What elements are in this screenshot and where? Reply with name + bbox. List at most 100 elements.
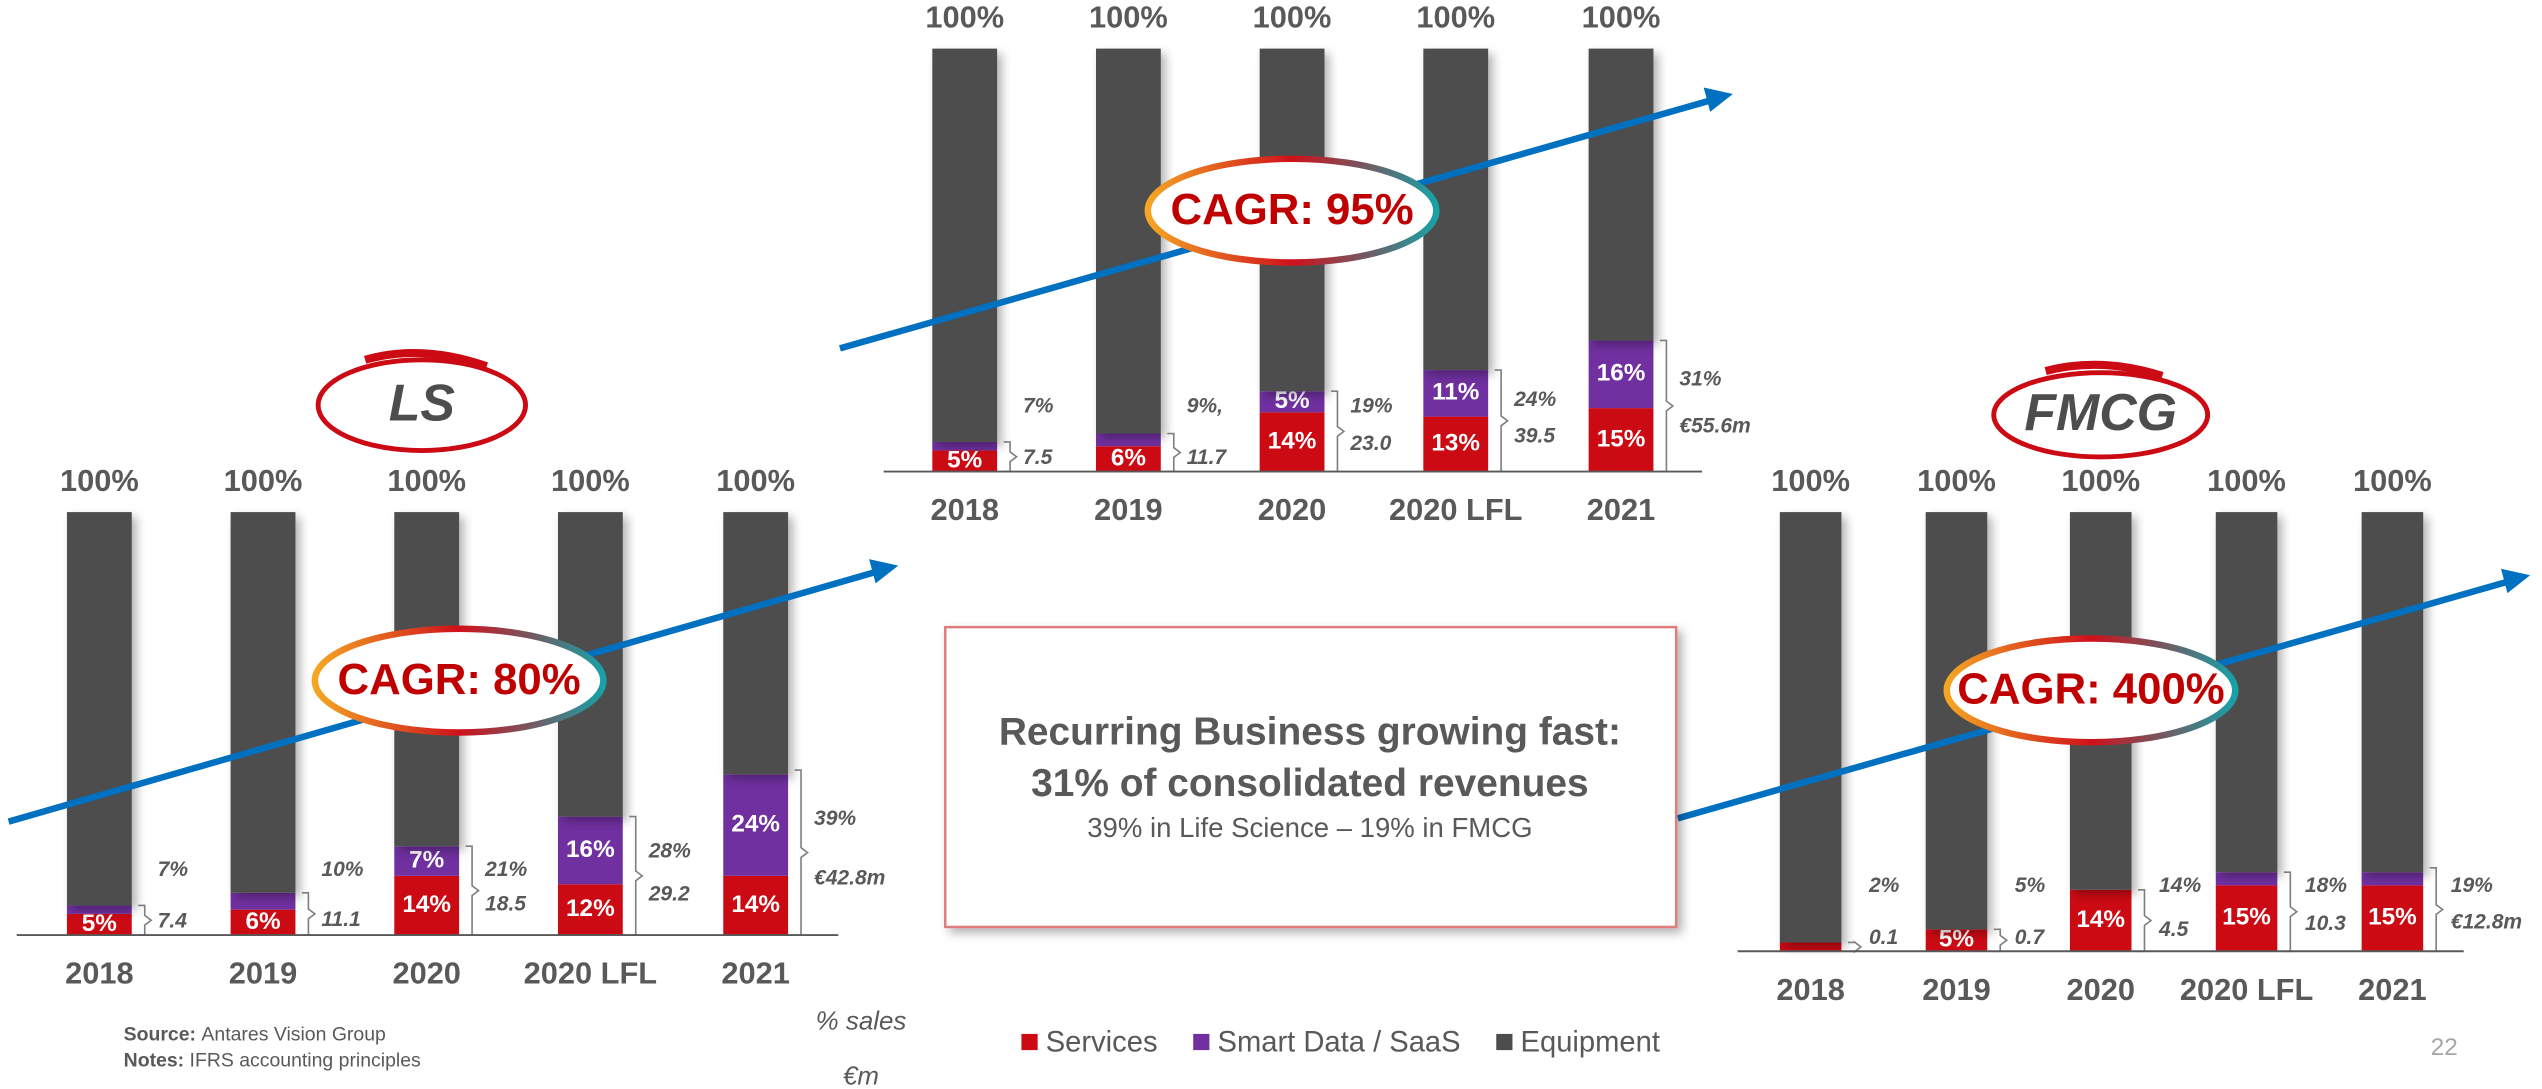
x-tick-label: 2020 <box>392 956 460 991</box>
recurring-label: 21% <box>484 858 527 881</box>
bracket <box>2137 888 2153 953</box>
recurring-label: 18% <box>2305 874 2347 897</box>
logo-ring <box>1991 370 2211 460</box>
segment-label: 16% <box>1597 360 1646 387</box>
total-label: 100% <box>551 463 630 498</box>
callout-title: 31% of consolidated revenues <box>1031 762 1588 805</box>
x-tick-label: 2020 LFL <box>2180 972 2313 1007</box>
x-tick-label: 2020 LFL <box>524 956 657 991</box>
x-tick-label: 2018 <box>930 492 998 527</box>
x-tick-label: 2019 <box>1922 972 1990 1007</box>
bar-segment <box>1095 48 1161 434</box>
bar-segment <box>1588 340 1654 409</box>
bracket <box>1330 390 1346 473</box>
bar-segment <box>723 774 789 876</box>
revenue-label: 11.7 <box>1187 446 1228 469</box>
source: Source: Antares Vision Group <box>124 1024 386 1046</box>
bar-segment <box>394 846 460 876</box>
x-tick-label: 2020 <box>1258 492 1326 527</box>
bracket <box>2429 867 2444 953</box>
segment-label: 14% <box>2076 906 2125 933</box>
bar-segment <box>66 512 132 906</box>
recurring-label: 31% <box>1679 367 1721 390</box>
revenue-label: €55.6m <box>1679 415 1750 438</box>
total-label: 100% <box>925 0 1004 35</box>
callout-subtitle: 39% in Life Science – 19% in FMCG <box>1087 812 1532 843</box>
page-number: 22 <box>2431 1034 2458 1061</box>
revenue-label: 7.5 <box>1023 446 1053 469</box>
callout-title: Recurring Business growing fast: <box>999 710 1621 753</box>
x-tick-label: 2019 <box>1094 492 1162 527</box>
bar-segment <box>557 816 623 885</box>
total-label: 100% <box>1582 0 1661 35</box>
segment-label: 5% <box>947 446 982 473</box>
recurring-label: 39% <box>814 807 856 830</box>
segment-label: 5% <box>82 910 117 937</box>
bracket <box>629 815 644 936</box>
arrow-head <box>2500 568 2531 594</box>
revenue-label: 29.2 <box>648 882 690 905</box>
revenue-label: 0.1 <box>1869 926 1898 949</box>
bar-segment <box>66 905 132 914</box>
cagr-label: CAGR: 400% <box>1957 665 2224 714</box>
cagr-bubble <box>1144 155 1440 266</box>
recurring-label: 19% <box>2451 874 2493 897</box>
legend-label: Services <box>1046 1026 1158 1058</box>
segment-label: 24% <box>731 811 780 838</box>
bracket <box>465 845 480 936</box>
segment-label: 14% <box>1268 427 1317 454</box>
recurring-label: 7% <box>158 858 189 881</box>
bracket <box>1167 432 1182 473</box>
recurring-label: 28% <box>648 840 691 863</box>
legend: Services Smart Data / SaaS Equipment <box>1021 1026 1660 1058</box>
legend-swatch <box>1496 1033 1513 1051</box>
legend-swatch <box>1193 1033 1210 1051</box>
total-label: 100% <box>716 463 795 498</box>
bar-segment <box>230 909 296 936</box>
chart: 2%0%100%20182%0.15%0%100%20195%0.714%0%1… <box>1737 463 2522 1007</box>
total-label: 100% <box>1416 0 1495 35</box>
recurring-label: 5% <box>2015 874 2046 897</box>
segment-label: 16% <box>566 836 615 863</box>
recurring-label: 2% <box>1868 874 1900 897</box>
recurring-label: 19% <box>1350 394 1392 417</box>
logo-ring <box>315 357 528 453</box>
x-tick-label: 2021 <box>1587 492 1655 527</box>
bar-segment <box>2361 885 2424 952</box>
bar-segment <box>932 48 998 442</box>
revenue-label: €42.8m <box>814 867 885 890</box>
segment-label: 5% <box>1275 387 1310 414</box>
recurring-label: 24% <box>1513 388 1556 411</box>
logo-swoosh <box>364 348 488 371</box>
legend-label: Equipment <box>1521 1026 1660 1058</box>
bar-segment <box>1925 929 1988 952</box>
bar-segment <box>1779 942 1842 952</box>
x-tick-label: 2018 <box>65 956 133 991</box>
bar-segment <box>1259 391 1325 413</box>
source-text: Antares Vision Group <box>201 1024 385 1046</box>
recurring-label: 10% <box>321 858 363 881</box>
total-label: 100% <box>60 463 139 498</box>
x-tick-label: 2019 <box>229 956 297 991</box>
source-label: Source: <box>124 1024 196 1046</box>
segment-label: 11% <box>1432 379 1479 406</box>
total-label: 100% <box>387 463 466 498</box>
total-label: 100% <box>224 463 303 498</box>
revenue-label: 18.5 <box>485 892 526 915</box>
legend-label: Smart Data / SaaS <box>1218 1026 1461 1058</box>
revenue-label: 0.7 <box>2015 926 2046 949</box>
recurring-label: 7% <box>1023 394 1054 417</box>
arrow-head <box>869 559 899 584</box>
notes-text: IFRS accounting principles <box>190 1050 421 1072</box>
total-label: 100% <box>1771 463 1850 498</box>
bar-segment <box>557 884 623 936</box>
bar-segment <box>1588 48 1654 341</box>
bar-segment <box>932 441 998 451</box>
total-label: 100% <box>2207 463 2286 498</box>
x-tick-label: 2021 <box>2358 972 2426 1007</box>
bar-segment <box>932 450 998 472</box>
cagr-bubble <box>311 625 607 736</box>
bar-segment <box>1423 416 1489 472</box>
logo: FMCG <box>2024 383 2177 441</box>
